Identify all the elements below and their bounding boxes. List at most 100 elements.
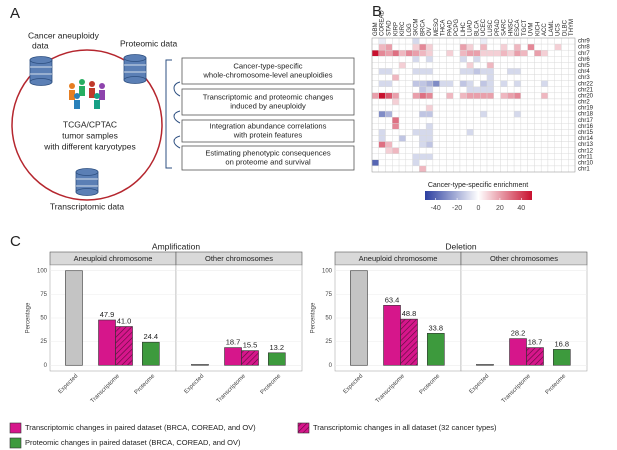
bar	[267, 352, 286, 366]
heat-cell	[568, 147, 576, 154]
heat-cell	[547, 116, 555, 124]
heat-cell	[371, 116, 379, 124]
heat-cell	[513, 104, 522, 112]
heat-cell	[432, 159, 440, 167]
heat-cell	[459, 49, 467, 57]
heat-cell	[371, 135, 379, 142]
heat-cell	[385, 123, 393, 130]
column-label: ACC	[542, 23, 548, 36]
heat-cell	[432, 62, 440, 69]
heat-cell	[371, 147, 379, 154]
heat-cell	[398, 147, 407, 154]
heat-cell	[419, 62, 427, 69]
heat-cell	[425, 80, 434, 87]
heat-cell	[371, 74, 379, 81]
source-label: Cancer aneuploidy	[28, 30, 100, 40]
heat-cell	[412, 62, 420, 69]
heat-cell	[513, 62, 522, 69]
heat-cell	[554, 147, 562, 154]
heat-cell	[432, 165, 440, 173]
value-label: 24.4	[143, 332, 158, 341]
heat-cell	[486, 116, 494, 124]
heat-cell	[385, 110, 393, 118]
heat-cell	[540, 135, 549, 142]
heat-cell	[561, 43, 569, 51]
bar	[224, 347, 242, 366]
heat-cell	[398, 62, 407, 69]
panel-label: C	[10, 233, 21, 250]
heat-cell	[405, 56, 413, 63]
heat-cell	[459, 141, 467, 148]
heat-cell	[480, 98, 488, 106]
value-label: 33.8	[428, 323, 443, 332]
heat-cell	[561, 116, 569, 124]
heat-cell	[493, 165, 501, 173]
heat-cell	[398, 110, 407, 118]
heat-cell	[439, 159, 447, 167]
heat-cell	[507, 98, 515, 106]
heat-cell	[486, 80, 494, 87]
heat-cell	[547, 37, 555, 45]
y-tick-label: 50	[40, 316, 47, 322]
x-tick-label: Proteome	[134, 373, 157, 396]
heat-cell	[378, 123, 386, 130]
bar	[552, 349, 571, 366]
heat-cell	[500, 129, 508, 136]
value-label: 47.9	[100, 310, 115, 319]
heat-cell	[554, 116, 562, 124]
heat-cell	[480, 86, 488, 94]
heat-cell	[453, 98, 461, 106]
heat-cell	[405, 123, 413, 130]
heat-cell	[459, 165, 467, 173]
heat-cell	[547, 159, 555, 167]
row-label: chr17	[578, 118, 594, 124]
heat-cell	[378, 147, 386, 154]
heat-cell	[378, 92, 386, 100]
heat-cell	[453, 153, 461, 161]
heat-cell	[378, 153, 386, 161]
step-label: Transcriptomic and proteomic changes	[203, 93, 334, 102]
heat-cell	[568, 92, 576, 100]
heat-cell	[568, 153, 576, 161]
heat-cell	[486, 56, 494, 63]
heat-cell	[419, 80, 427, 87]
heat-cell	[540, 92, 549, 100]
heat-cell	[371, 104, 379, 112]
heat-cell	[513, 110, 522, 118]
heat-cell	[412, 56, 420, 63]
bar	[426, 333, 445, 366]
heat-cell	[486, 153, 494, 161]
heat-cell	[534, 74, 542, 81]
heat-cell	[568, 68, 576, 75]
diagram	[11, 49, 355, 201]
heat-cell	[534, 116, 542, 124]
heat-cell	[473, 92, 481, 100]
heat-cell	[500, 92, 508, 100]
heat-cell	[507, 68, 515, 75]
heat-cell	[385, 62, 393, 69]
heat-cell	[466, 56, 474, 63]
bar	[65, 270, 83, 366]
row-label: chr15	[578, 130, 594, 136]
heat-cell	[486, 135, 494, 142]
column-label: UCEC	[481, 18, 487, 36]
legend-label: Proteomic changes in paired dataset (BRC…	[25, 438, 241, 447]
heat-cell	[554, 159, 562, 167]
heat-cell	[385, 56, 393, 63]
value-label: 41.0	[117, 316, 132, 325]
heat-cell	[561, 129, 569, 136]
heat-cell	[432, 80, 440, 87]
heat-cell	[540, 147, 549, 154]
x-tick-label: Transcriptome	[90, 373, 122, 405]
heat-cell	[473, 43, 481, 51]
row-label: chr12	[578, 148, 594, 154]
database-icon	[29, 56, 53, 86]
value-label: 18.7	[528, 338, 543, 347]
heat-cell	[385, 68, 393, 75]
heat-cell	[473, 86, 481, 94]
heat-cell	[392, 104, 400, 112]
heat-cell	[547, 74, 555, 81]
database-icon	[75, 168, 99, 196]
heat-cell	[486, 37, 494, 45]
heat-cell	[540, 110, 549, 118]
